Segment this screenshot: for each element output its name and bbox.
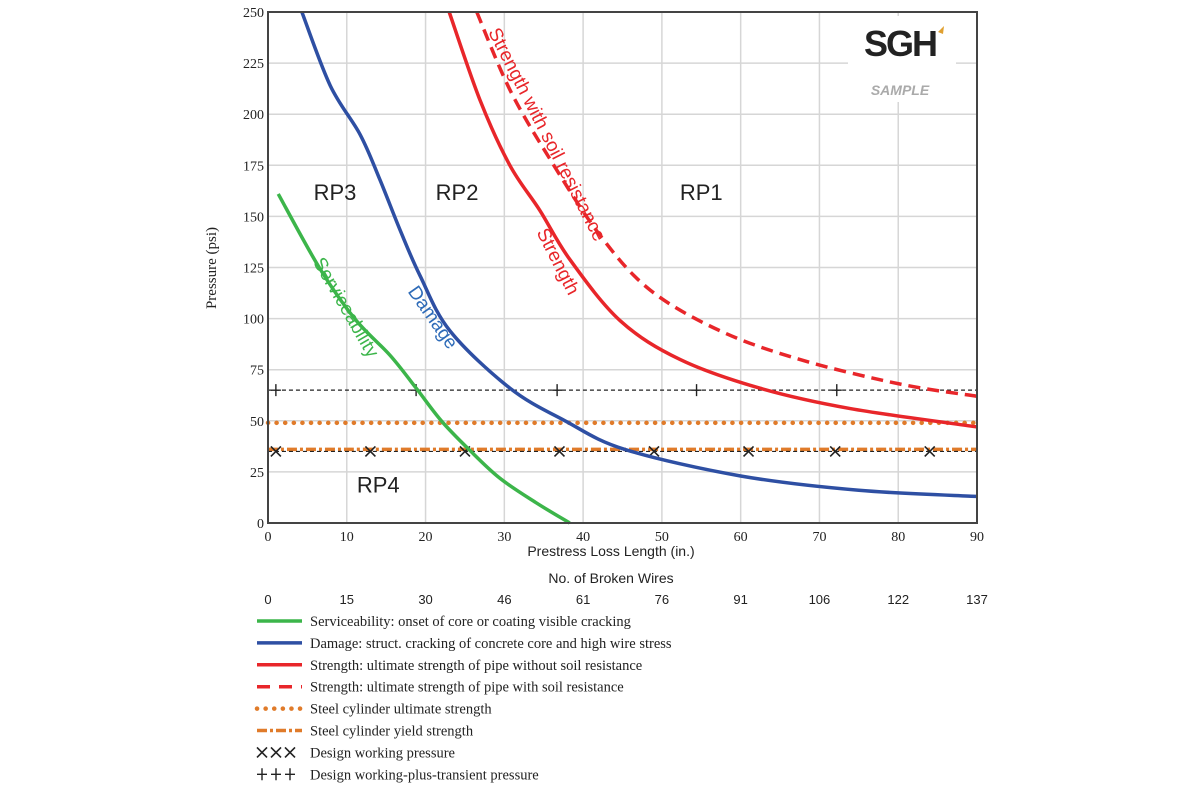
legend-plus-marker-icon bbox=[285, 768, 295, 781]
legend-item: Steel cylinder yield strength bbox=[257, 724, 474, 740]
region-label: RP3 bbox=[314, 180, 357, 205]
plus-marker bbox=[270, 384, 281, 397]
series-lines bbox=[265, 11, 980, 525]
region-label: RP1 bbox=[680, 180, 723, 205]
legend-x-marker-icon bbox=[270, 746, 282, 758]
wire-tick-label: 76 bbox=[655, 592, 669, 607]
legend-item: Serviceability: onset of core or coating… bbox=[257, 614, 631, 630]
x-marker bbox=[742, 445, 755, 458]
legend-label: Steel cylinder yield strength bbox=[310, 724, 474, 740]
legend-label: Steel cylinder ultimate strength bbox=[310, 702, 492, 718]
region-label: RP2 bbox=[436, 180, 479, 205]
sgh-logo: SGH SAMPLE bbox=[848, 16, 956, 102]
logo-background bbox=[848, 16, 956, 102]
legend-label: Damage: struct. cracking of concrete cor… bbox=[310, 636, 672, 652]
wire-tick-label: 137 bbox=[966, 592, 988, 607]
y-tick-label: 75 bbox=[250, 364, 264, 379]
x-tick-label: 10 bbox=[340, 530, 354, 545]
series-line-0 bbox=[276, 193, 571, 525]
x-marker bbox=[648, 445, 660, 458]
y-tick-label: 200 bbox=[243, 108, 264, 123]
plus-marker bbox=[552, 384, 563, 397]
region-label: RP4 bbox=[357, 472, 400, 497]
legend-item: Design working pressure bbox=[256, 745, 455, 761]
wire-tick-label: 0 bbox=[264, 592, 271, 607]
y-tick-label: 150 bbox=[243, 210, 264, 225]
y-tick-label: 125 bbox=[243, 262, 264, 277]
x-marker bbox=[364, 445, 376, 458]
legend-item: Strength: ultimate strength of pipe with… bbox=[257, 658, 642, 674]
x-marker bbox=[270, 445, 282, 458]
y-tick-label: 175 bbox=[243, 159, 264, 174]
legend-label: Serviceability: onset of core or coating… bbox=[310, 614, 631, 630]
x-axis-title: Prestress Loss Length (in.) bbox=[527, 543, 694, 559]
logo-watermark: SAMPLE bbox=[871, 82, 930, 98]
y-tick-label: 50 bbox=[250, 415, 264, 430]
wire-tick-label: 30 bbox=[418, 592, 432, 607]
legend-x-marker-icon bbox=[256, 746, 268, 758]
curve-label: Serviceability bbox=[308, 254, 382, 362]
legend-label: Design working-plus-transient pressure bbox=[310, 767, 539, 783]
wire-tick-label: 46 bbox=[497, 592, 511, 607]
wire-tick-label: 61 bbox=[576, 592, 590, 607]
wire-tick-label: 15 bbox=[340, 592, 354, 607]
legend-x-marker-icon bbox=[284, 746, 296, 758]
series-line-2 bbox=[447, 11, 978, 429]
legend-item: Damage: struct. cracking of concrete cor… bbox=[257, 636, 672, 652]
x-tick-label: 50 bbox=[655, 530, 669, 545]
wire-tick-label: 106 bbox=[809, 592, 831, 607]
series-line-1 bbox=[300, 11, 978, 499]
legend-item: Design working-plus-transient pressure bbox=[257, 767, 539, 783]
plus-marker bbox=[691, 384, 702, 397]
x-tick-label: 40 bbox=[576, 530, 590, 545]
legend-label: Design working pressure bbox=[310, 745, 455, 761]
curve-label: Damage bbox=[403, 282, 461, 353]
x-tick-label: 0 bbox=[265, 530, 272, 545]
x-tick-label: 90 bbox=[970, 530, 984, 545]
y-tick-label: 225 bbox=[243, 57, 264, 72]
x-marker bbox=[829, 445, 841, 458]
x-marker bbox=[924, 445, 936, 458]
legend-plus-marker-icon bbox=[271, 768, 281, 781]
wire-tick-label: 91 bbox=[733, 592, 747, 607]
legend-label: Strength: ultimate strength of pipe with… bbox=[310, 658, 642, 674]
y-tick-label: 25 bbox=[250, 466, 264, 481]
x-tick-label: 70 bbox=[812, 530, 826, 545]
legend-item: Steel cylinder ultimate strength bbox=[254, 702, 492, 718]
y-tick-label: 100 bbox=[243, 313, 264, 328]
curve-label: Strength bbox=[532, 225, 583, 299]
tick-labels: 0010152030304640615076609170106801229013… bbox=[243, 6, 988, 607]
series-line-3 bbox=[475, 11, 978, 399]
x-tick-label: 80 bbox=[891, 530, 905, 545]
legend-item: Strength: ultimate strength of pipe with… bbox=[257, 680, 624, 696]
legend-plus-marker-icon bbox=[257, 768, 267, 781]
x-tick-label: 60 bbox=[734, 530, 748, 545]
logo-text: SGH bbox=[864, 23, 936, 64]
legend-label: Strength: ultimate strength of pipe with… bbox=[310, 680, 624, 696]
logo-accent-icon bbox=[938, 26, 944, 34]
plus-marker bbox=[831, 384, 842, 397]
y-tick-label: 0 bbox=[257, 517, 264, 532]
plot-frame bbox=[267, 11, 978, 524]
curve-label: Strength with soil resistance bbox=[483, 25, 609, 245]
x-tick-label: 20 bbox=[419, 530, 433, 545]
x-tick-label: 30 bbox=[497, 530, 511, 545]
wire-tick-label: 122 bbox=[887, 592, 909, 607]
x-marker bbox=[553, 445, 566, 458]
y-tick-label: 250 bbox=[243, 6, 264, 21]
secondary-axis-title: No. of Broken Wires bbox=[548, 570, 673, 586]
legend: Serviceability: onset of core or coating… bbox=[254, 614, 672, 783]
y-axis-title: Pressure (psi) bbox=[204, 227, 220, 309]
